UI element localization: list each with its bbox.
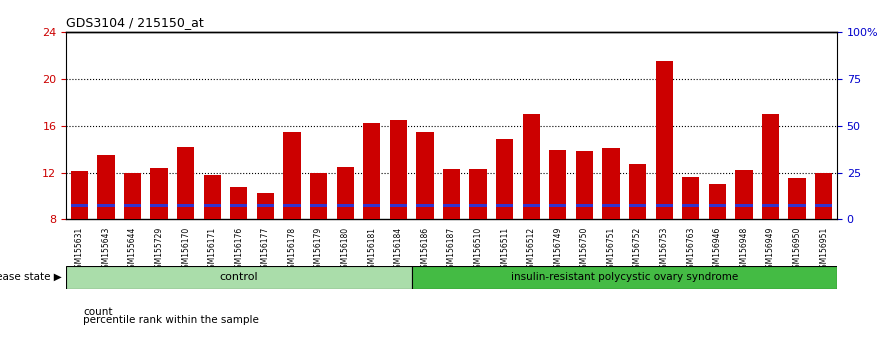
- Bar: [230, 204, 248, 207]
- Bar: [363, 123, 381, 219]
- Text: percentile rank within the sample: percentile rank within the sample: [83, 315, 259, 325]
- Bar: [762, 114, 779, 219]
- Bar: [284, 204, 300, 207]
- Bar: [496, 204, 514, 207]
- Bar: [603, 204, 619, 207]
- Bar: [230, 187, 248, 219]
- Bar: [66, 266, 411, 289]
- Bar: [470, 204, 486, 207]
- Bar: [97, 204, 115, 207]
- Bar: [284, 132, 300, 219]
- Bar: [549, 204, 566, 207]
- Bar: [682, 177, 700, 219]
- Text: insulin-resistant polycystic ovary syndrome: insulin-resistant polycystic ovary syndr…: [511, 272, 738, 282]
- Bar: [151, 168, 167, 219]
- Bar: [682, 204, 700, 207]
- Text: GDS3104 / 215150_at: GDS3104 / 215150_at: [66, 16, 204, 29]
- Bar: [522, 114, 540, 219]
- Bar: [389, 120, 407, 219]
- Bar: [815, 204, 833, 207]
- Bar: [310, 172, 327, 219]
- Bar: [204, 204, 221, 207]
- Bar: [788, 204, 806, 207]
- Bar: [256, 204, 274, 207]
- Bar: [389, 204, 407, 207]
- Bar: [655, 61, 673, 219]
- Bar: [522, 204, 540, 207]
- Bar: [151, 204, 167, 207]
- Bar: [496, 138, 514, 219]
- Bar: [204, 175, 221, 219]
- Bar: [629, 164, 647, 219]
- Bar: [97, 155, 115, 219]
- Bar: [124, 172, 141, 219]
- Bar: [310, 204, 327, 207]
- Bar: [788, 178, 806, 219]
- Bar: [417, 132, 433, 219]
- Bar: [363, 204, 381, 207]
- Bar: [815, 172, 833, 219]
- Bar: [603, 148, 619, 219]
- Bar: [470, 169, 486, 219]
- Bar: [762, 204, 779, 207]
- Bar: [256, 193, 274, 219]
- Text: count: count: [83, 307, 113, 316]
- Bar: [708, 184, 726, 219]
- Bar: [177, 147, 195, 219]
- Bar: [411, 266, 837, 289]
- Bar: [417, 204, 433, 207]
- Bar: [70, 171, 88, 219]
- Bar: [629, 204, 647, 207]
- Bar: [576, 204, 593, 207]
- Text: control: control: [219, 272, 258, 282]
- Text: disease state ▶: disease state ▶: [0, 272, 62, 282]
- Bar: [443, 204, 460, 207]
- Bar: [177, 204, 195, 207]
- Bar: [337, 204, 354, 207]
- Bar: [443, 169, 460, 219]
- Bar: [576, 152, 593, 219]
- Bar: [736, 204, 752, 207]
- Bar: [655, 204, 673, 207]
- Bar: [124, 204, 141, 207]
- Bar: [708, 204, 726, 207]
- Bar: [736, 170, 752, 219]
- Bar: [70, 204, 88, 207]
- Bar: [337, 167, 354, 219]
- Bar: [549, 150, 566, 219]
